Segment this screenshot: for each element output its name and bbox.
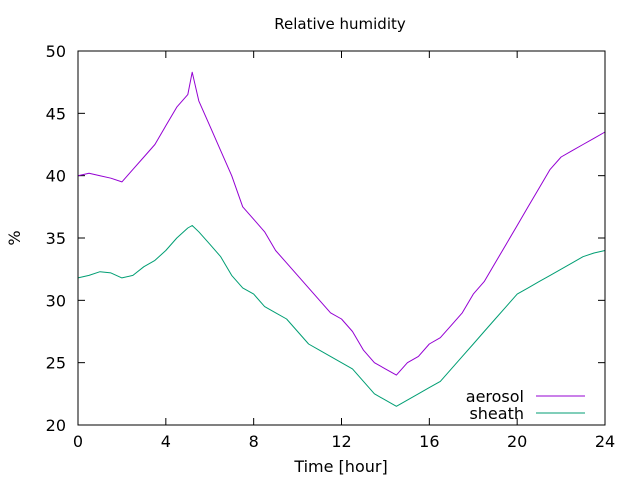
x-tick-label: 8 <box>249 432 259 451</box>
legend-label-sheath: sheath <box>469 404 524 423</box>
series-line-aerosol <box>77 71 606 376</box>
x-tick-label: 20 <box>507 432 527 451</box>
x-tick-label: 12 <box>331 432 351 451</box>
series-line-sheath <box>77 225 606 407</box>
x-axis-label: Time [hour] <box>293 457 387 476</box>
y-tick-label: 25 <box>46 354 66 373</box>
x-tick-label: 16 <box>419 432 439 451</box>
y-tick-label: 50 <box>46 42 66 61</box>
y-tick-label: 20 <box>46 416 66 435</box>
y-axis-label: % <box>5 230 24 245</box>
chart-title: Relative humidity <box>274 15 406 33</box>
x-tick-label: 24 <box>595 432 615 451</box>
x-tick-label: 4 <box>161 432 171 451</box>
y-tick-label: 30 <box>46 291 66 310</box>
y-tick-label: 40 <box>46 167 66 186</box>
legend-label-aerosol: aerosol <box>466 387 524 406</box>
x-tick-label: 0 <box>73 432 83 451</box>
y-tick-label: 35 <box>46 229 66 248</box>
y-tick-label: 45 <box>46 104 66 123</box>
plot-frame <box>77 50 606 426</box>
